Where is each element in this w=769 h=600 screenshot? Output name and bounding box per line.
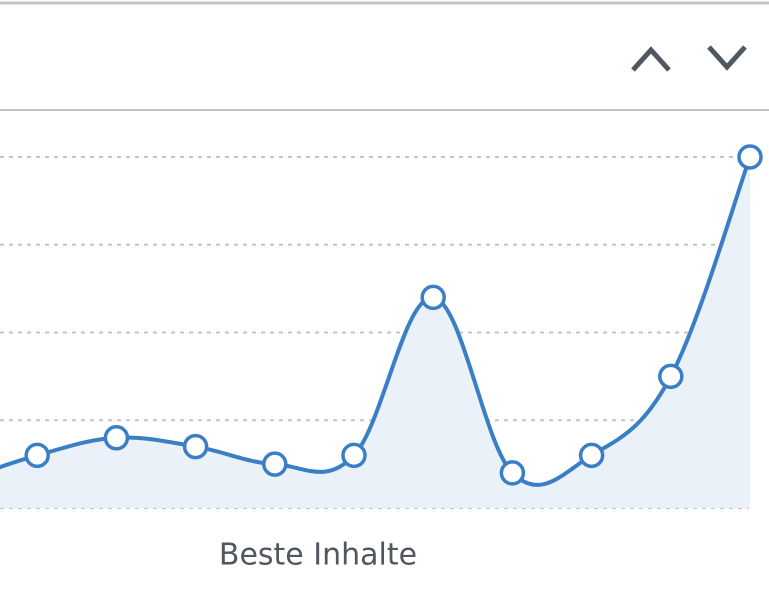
data-point bbox=[658, 363, 684, 390]
data-point bbox=[578, 442, 605, 469]
data-point bbox=[737, 144, 763, 170]
plot bbox=[0, 144, 763, 509]
chart-label: Beste Inhalte bbox=[219, 538, 417, 573]
move-up-button[interactable] bbox=[631, 46, 671, 72]
data-point bbox=[341, 442, 367, 469]
data-point bbox=[182, 433, 209, 460]
data-point bbox=[499, 460, 526, 486]
data-point bbox=[24, 442, 50, 469]
data-point bbox=[420, 284, 446, 311]
data-point bbox=[262, 451, 288, 477]
data-point bbox=[103, 425, 130, 451]
area bbox=[0, 157, 750, 508]
move-down-button[interactable] bbox=[707, 45, 747, 71]
